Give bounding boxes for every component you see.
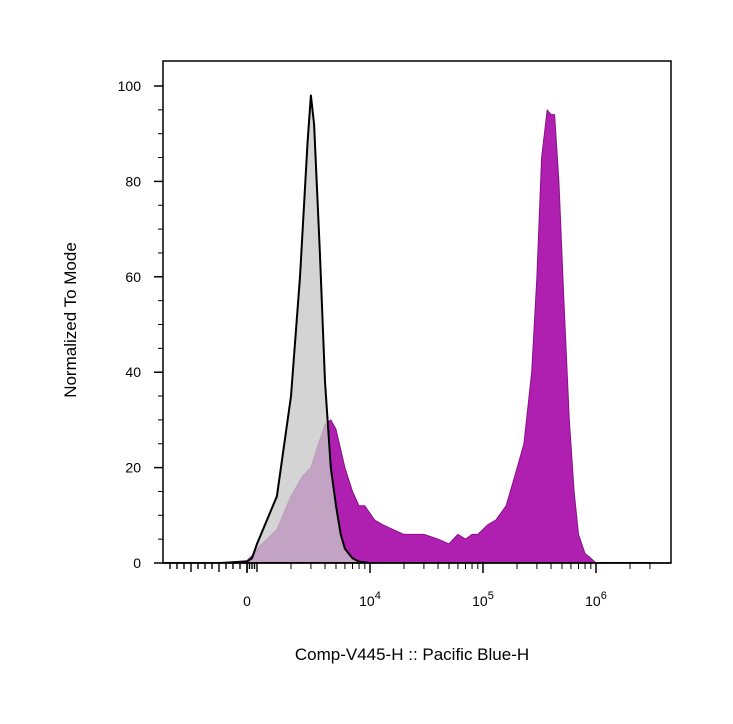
series-layer (163, 94, 651, 563)
x-tick-label-3: 106 (585, 590, 607, 609)
x-tick-exponent-1: 4 (375, 590, 381, 602)
x-tick-exponent-3: 6 (601, 590, 607, 602)
y-tick-label-100: 100 (118, 78, 142, 94)
y-axis-title: Normalized To Mode (61, 242, 80, 398)
axis-layer: 0 20 40 60 80 100 0 104 105 106 (118, 78, 671, 609)
x-axis-title: Comp-V445-H :: Pacific Blue-H (295, 645, 529, 664)
y-tick-label-40: 40 (125, 364, 141, 380)
plot-frame (162, 60, 672, 564)
y-tick-label-20: 20 (125, 460, 141, 476)
x-tick-label-2: 105 (472, 590, 494, 609)
y-tick-label-80: 80 (125, 173, 141, 189)
series-1-area (163, 109, 651, 563)
y-tick-label-0: 0 (133, 555, 141, 571)
x-tick-label-0: 0 (243, 593, 251, 609)
y-tick-label-60: 60 (125, 269, 141, 285)
x-tick-label-1: 104 (359, 590, 381, 609)
series-2-area (163, 94, 651, 563)
x-tick-exponent-2: 5 (488, 590, 494, 602)
